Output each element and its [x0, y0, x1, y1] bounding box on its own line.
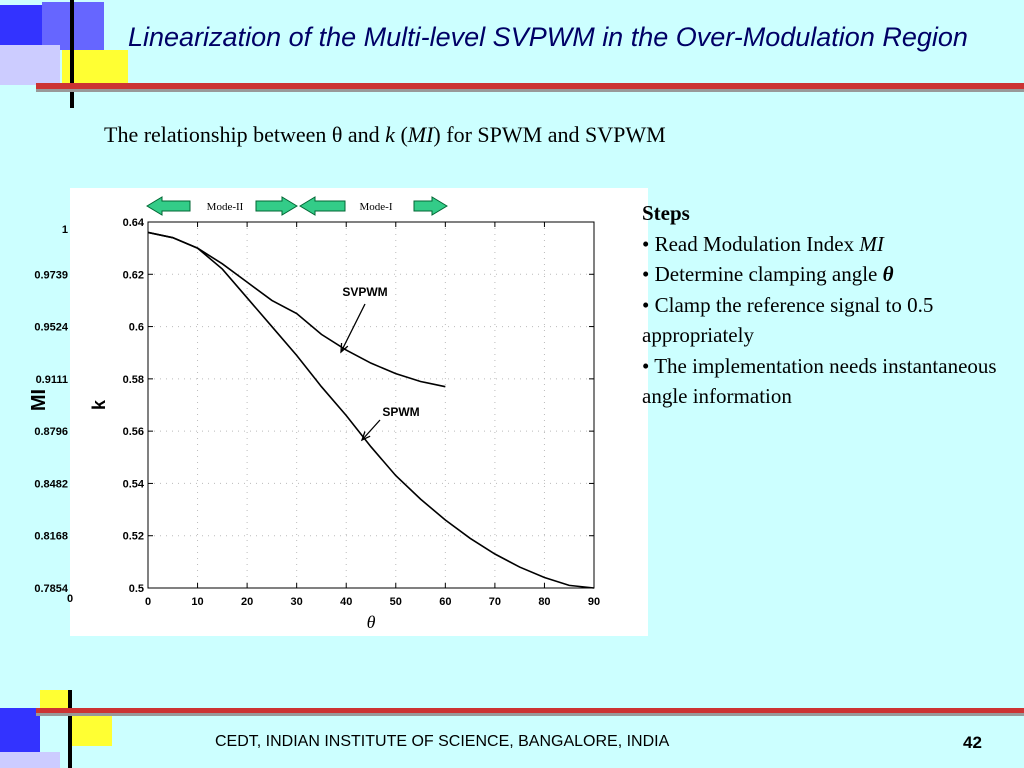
- slide-title: Linearization of the Multi-level SVPWM i…: [128, 22, 968, 52]
- text: k: [385, 122, 395, 147]
- text: The implementation needs instantaneous a…: [642, 353, 997, 409]
- title-rule: [36, 89, 1024, 92]
- deco-square: [0, 45, 60, 85]
- x-tick-label: 60: [439, 596, 451, 608]
- mi-axis-label: MI: [28, 389, 50, 411]
- annotation-arrow: [340, 303, 366, 353]
- text: Clamp the reference signal to 0.5 approp…: [642, 292, 934, 348]
- mi-tick-label: 0.9111: [36, 374, 68, 386]
- y-tick-label: 0.56: [123, 426, 144, 438]
- text: MI: [407, 122, 434, 147]
- y-tick-label: 0.5: [129, 583, 144, 595]
- footer-rule: [36, 708, 1024, 713]
- deco-square: [70, 712, 112, 746]
- deco-square: [0, 752, 60, 768]
- mi-tick-label: 0.8168: [34, 531, 68, 543]
- series-line: [147, 231, 595, 589]
- bullet: Determine clamping angle θ: [642, 259, 1012, 290]
- subtitle: The relationship between θ and k (MI) fo…: [104, 122, 666, 148]
- arrow: [255, 196, 298, 216]
- mi-tick-label: 1: [62, 224, 68, 236]
- mi-tick-label: 0.9524: [34, 322, 69, 334]
- plot-frame: [147, 221, 595, 589]
- text: MI: [859, 231, 884, 256]
- x-tick-label: 40: [340, 596, 352, 608]
- text: θ: [882, 262, 894, 286]
- bullet: The implementation needs instantaneous a…: [642, 351, 1012, 412]
- steps-heading: Steps: [642, 201, 690, 225]
- text: Read Modulation Index: [654, 231, 860, 256]
- y-tick-label: 0.54: [123, 478, 145, 490]
- chart-box: [70, 188, 648, 636]
- y-tick-label: 0.58: [123, 374, 144, 386]
- chart: Mode-II Mode-I 0.5 0.52 0.54 0.56 0.58 0.6 0.6…: [28, 196, 600, 632]
- x-tick-label: 70: [489, 596, 501, 608]
- mi-tick-label: 0.8796: [34, 426, 68, 438]
- deco-square: [40, 690, 70, 710]
- text: The relationship between θ and: [104, 122, 386, 147]
- x-axis-label: θ: [367, 612, 376, 632]
- mi-tick-label: 0.9739: [34, 269, 68, 281]
- y-axis-label: k: [89, 399, 109, 410]
- bullet: Clamp the reference signal to 0.5 approp…: [642, 290, 1012, 351]
- mi-tick-label: 0.7854: [34, 583, 69, 595]
- text: ) for SPWM and SVPWM: [433, 122, 666, 147]
- footer: CEDT, INDIAN INSTITUTE OF SCIENCE, BANGA…: [215, 733, 670, 750]
- footer-rule: [36, 713, 1024, 716]
- series-line: [147, 231, 446, 388]
- arrow: [146, 196, 191, 216]
- y-tick-label: 0.62: [123, 269, 144, 281]
- x-tick-label: 20: [241, 596, 253, 608]
- arrow: [299, 196, 346, 216]
- steps: StepsRead Modulation Index MIDetermine c…: [642, 198, 1012, 412]
- mode-label: Mode-I: [360, 201, 393, 213]
- mi-origin-label: 0: [67, 593, 73, 605]
- deco-line: [68, 690, 72, 768]
- deco-square: [0, 5, 42, 45]
- y-tick-label: 0.6: [129, 322, 144, 334]
- arrow-head: [340, 342, 349, 354]
- text: Determine clamping angle: [654, 262, 883, 286]
- title-rule: [36, 83, 1024, 89]
- annotation-arrow: [361, 419, 381, 441]
- y-tick-label: 0.52: [123, 531, 144, 543]
- x-tick-label: 10: [191, 596, 203, 608]
- mi-tick-label: 0.8482: [34, 478, 68, 490]
- x-tick-label: 80: [538, 596, 550, 608]
- series-label: SPWM: [382, 405, 419, 419]
- x-tick-label: 50: [390, 596, 402, 608]
- series-label: SVPWM: [342, 285, 387, 299]
- x-tick-label: 90: [588, 596, 600, 608]
- deco-square: [0, 708, 40, 752]
- arrow: [413, 196, 448, 216]
- page-number: 42: [963, 733, 982, 752]
- deco-line: [70, 0, 74, 108]
- text: (: [394, 122, 408, 147]
- x-tick-label: 0: [145, 596, 151, 608]
- bullet: Read Modulation Index MI: [642, 229, 1012, 260]
- arrow-head: [360, 431, 371, 442]
- mode-arrows: [146, 196, 448, 216]
- x-tick-label: 30: [291, 596, 303, 608]
- mode-label: Mode-II: [207, 201, 244, 213]
- y-tick-label: 0.64: [123, 217, 145, 229]
